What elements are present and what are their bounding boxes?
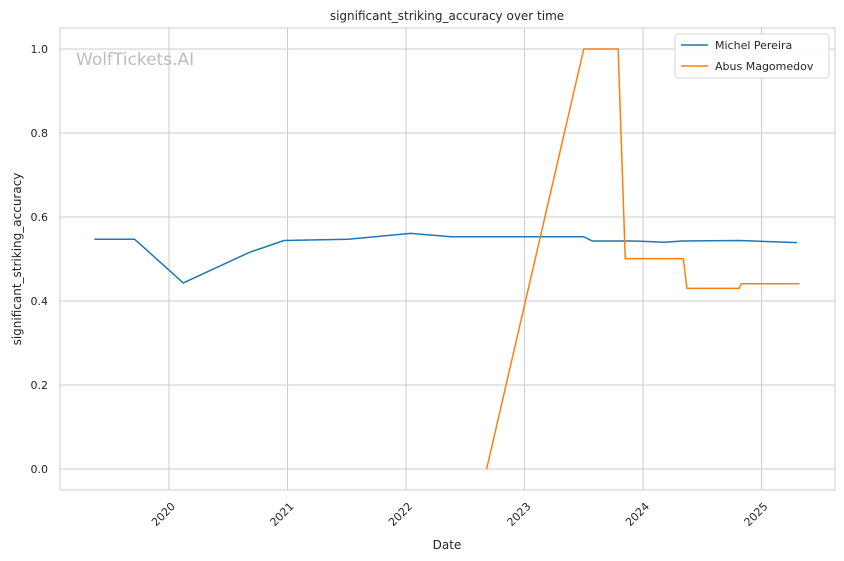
y-tick-label: 0.4 [31, 295, 49, 308]
legend-label: Abus Magomedov [715, 60, 814, 73]
y-tick-label: 1.0 [31, 43, 49, 56]
series-layer [94, 48, 800, 470]
series-line-michel-pereira [94, 232, 798, 284]
legend: Michel Pereira Abus Magomedov [674, 33, 830, 79]
y-tick-label: 0.0 [31, 463, 49, 476]
y-tick-label: 0.6 [31, 211, 49, 224]
legend-box [674, 33, 830, 79]
plot-frame [59, 27, 836, 491]
legend-label: Michel Pereira [715, 39, 792, 52]
chart-title: significant_striking_accuracy over time [330, 9, 564, 23]
x-axis-label: Date [433, 538, 462, 552]
y-tick-label: 0.8 [31, 127, 49, 140]
series-line-abus-magomedov [485, 48, 800, 470]
y-axis-label: significant_striking_accuracy [10, 173, 24, 346]
watermark: WolfTickets.AI [76, 50, 194, 70]
y-tick-label: 0.2 [31, 379, 49, 392]
